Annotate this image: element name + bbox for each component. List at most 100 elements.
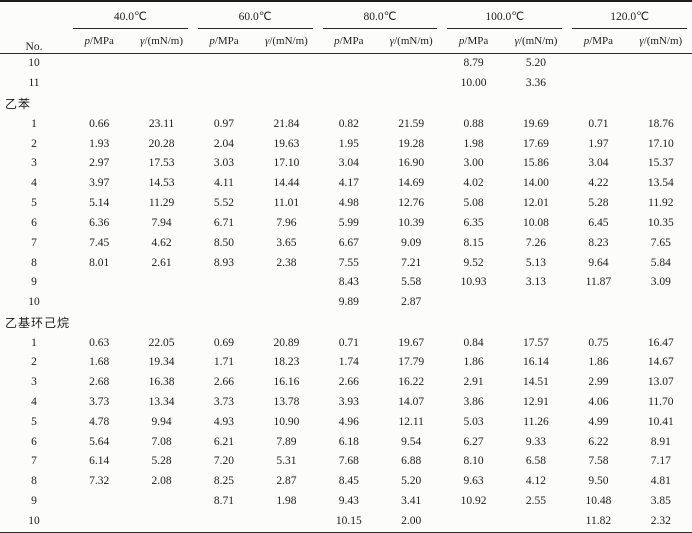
value-cell: 0.75 — [588, 336, 609, 349]
value-cell — [505, 512, 567, 533]
value-cell: 10.93 — [460, 276, 487, 289]
value-cell: 21.59 — [398, 117, 425, 130]
value-cell: 2.99 — [588, 376, 609, 389]
value-cell: 12.91 — [523, 396, 549, 409]
value-cell — [255, 54, 317, 75]
value-cell: 9.94 — [151, 415, 172, 428]
table-header: No. 40.0℃ 60.0℃ 80.0℃ 100.0℃ 120.0℃ p/MP… — [0, 1, 692, 54]
value-cell: 14.51 — [523, 376, 549, 389]
pressure-column-header: p/MPa — [442, 29, 505, 54]
temp-label-40: 40.0℃ — [73, 11, 188, 29]
value-cell: 22.05 — [148, 336, 175, 349]
value-cell: 9.33 — [525, 435, 547, 448]
temp-label-120: 120.0℃ — [572, 11, 687, 29]
value-cell: 11.92 — [648, 197, 674, 210]
value-cell: 6.22 — [588, 435, 609, 448]
value-cell: 3.65 — [276, 236, 297, 249]
value-cell: 6.71 — [213, 216, 235, 229]
value-cell: 16.14 — [523, 356, 549, 369]
data-row: 10 10.15 2.00 11.82 2.32 — [0, 512, 692, 533]
value-cell: 5.84 — [650, 256, 671, 269]
data-row: 9 8.71 1.98 9.43 3.41 10.92 2.55 10.48 3.85 — [0, 492, 692, 512]
value-cell — [567, 293, 629, 313]
value-cell — [630, 54, 692, 75]
value-cell: 1.86 — [463, 356, 484, 369]
value-cell: 14.67 — [647, 356, 674, 369]
section-row: 乙苯 — [0, 94, 692, 115]
value-cell: 5.99 — [338, 216, 359, 229]
row-number: 9 — [31, 495, 37, 508]
value-cell — [380, 74, 442, 94]
value-cell: 6.36 — [89, 216, 110, 229]
value-cell: 6.67 — [338, 236, 359, 249]
value-cell: 7.21 — [401, 256, 422, 269]
value-cell: 3.04 — [588, 157, 609, 170]
value-cell: 12.76 — [398, 197, 425, 210]
value-cell: 8.91 — [650, 435, 671, 448]
value-cell: 14.00 — [523, 177, 549, 190]
value-cell — [255, 293, 317, 313]
value-cell: 11.82 — [585, 515, 612, 528]
value-cell: 6.45 — [588, 216, 609, 229]
value-cell: 7.08 — [151, 435, 172, 448]
value-cell: 4.93 — [213, 415, 235, 428]
value-cell: 3.73 — [213, 396, 235, 409]
value-cell — [130, 54, 192, 75]
temp-header-100: 100.0℃ — [442, 1, 567, 29]
value-cell: 5.20 — [401, 475, 422, 488]
value-cell: 3.36 — [525, 77, 547, 90]
value-cell: 6.18 — [338, 435, 359, 448]
value-cell: 13.07 — [647, 376, 674, 389]
row-number: 3 — [31, 157, 37, 170]
data-row: 3 2.68 16.38 2.66 16.16 2.66 16.22 2.91 14.51 2.9… — [0, 373, 692, 393]
surface-tension-column-header: γ/(mN/m) — [629, 29, 692, 54]
value-cell: 6.14 — [89, 455, 110, 468]
value-cell: 9.64 — [588, 256, 609, 269]
value-cell — [442, 293, 504, 313]
value-cell — [193, 273, 255, 293]
value-cell — [255, 512, 317, 533]
value-cell: 10.92 — [460, 495, 487, 508]
temperature-header-row: No. 40.0℃ 60.0℃ 80.0℃ 100.0℃ 120.0℃ — [0, 1, 692, 54]
value-cell: 4.17 — [338, 177, 359, 190]
value-cell — [505, 293, 567, 313]
value-cell — [130, 293, 192, 313]
value-cell: 2.66 — [338, 376, 359, 389]
value-cell: 7.96 — [276, 216, 297, 229]
data-row: 6 5.64 7.08 6.21 7.89 6.18 9.54 6.27 9.33 6.22 8.9… — [0, 433, 692, 453]
value-cell: 4.96 — [338, 415, 359, 428]
value-cell: 12.11 — [398, 415, 424, 428]
value-cell: 4.62 — [151, 236, 172, 249]
value-cell: 14.44 — [273, 177, 300, 190]
value-cell: 16.16 — [273, 376, 300, 389]
row-number: 1 — [31, 336, 37, 349]
value-cell: 8.79 — [463, 57, 484, 70]
value-cell: 2.00 — [401, 515, 422, 528]
value-cell: 8.45 — [338, 475, 359, 488]
value-cell: 4.22 — [588, 177, 609, 190]
row-number: 10 — [28, 515, 40, 528]
data-row: 6 6.36 7.94 6.71 7.96 5.99 10.39 6.35 10.08 6.45 1… — [0, 214, 692, 234]
value-cell: 5.28 — [588, 197, 609, 210]
value-cell: 20.28 — [148, 137, 175, 150]
data-row: 4 3.97 14.53 4.11 14.44 4.17 14.69 4.02 14.00 4.2… — [0, 174, 692, 194]
value-cell: 3.97 — [89, 177, 110, 190]
temp-header-120: 120.0℃ — [567, 1, 692, 29]
data-row: 5 4.78 9.94 4.93 10.90 4.96 12.11 5.03 11.26 4.99… — [0, 413, 692, 433]
value-cell: 20.89 — [273, 336, 300, 349]
value-cell: 8.43 — [338, 276, 359, 289]
pressure-column-header: p/MPa — [192, 29, 256, 54]
value-cell — [130, 512, 192, 533]
row-number: 4 — [31, 177, 37, 190]
value-cell: 5.31 — [276, 455, 297, 468]
value-cell: 9.43 — [338, 495, 359, 508]
value-cell: 21.84 — [273, 117, 300, 130]
value-cell: 4.11 — [214, 177, 234, 190]
value-cell: 17.10 — [273, 157, 300, 170]
value-cell: 3.04 — [338, 157, 359, 170]
value-cell: 2.87 — [276, 475, 297, 488]
value-cell: 8.15 — [463, 236, 484, 249]
value-cell: 14.69 — [398, 177, 425, 190]
value-cell: 5.58 — [401, 276, 422, 289]
value-cell: 1.74 — [338, 356, 359, 369]
